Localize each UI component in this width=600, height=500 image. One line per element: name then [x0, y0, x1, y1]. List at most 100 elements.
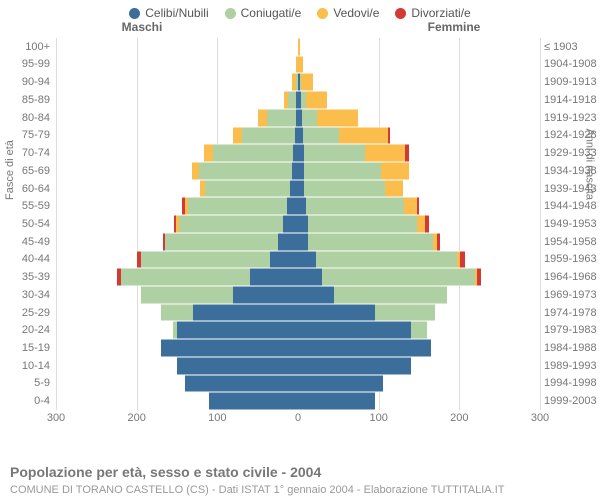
x-tick: 300	[47, 412, 65, 424]
age-row: 65-691934-1938	[56, 162, 540, 180]
segment	[417, 197, 419, 215]
birth-label: 1904-1908	[544, 58, 600, 70]
birth-label: 1909-1913	[544, 76, 600, 88]
bar-female	[298, 392, 540, 410]
heading-male: Maschi	[122, 20, 163, 34]
chart-title: Popolazione per età, sesso e stato civil…	[10, 464, 321, 480]
segment	[288, 91, 296, 109]
bar-male	[56, 304, 298, 322]
segment	[298, 197, 306, 215]
bar-female	[298, 339, 540, 357]
bar-female	[298, 304, 540, 322]
segment	[437, 233, 440, 251]
age-row: 0-41999-2003	[56, 392, 540, 410]
segment	[209, 392, 298, 410]
birth-label: 1919-1923	[544, 112, 600, 124]
segment	[177, 321, 298, 339]
segment	[290, 180, 298, 198]
age-label: 45-49	[6, 236, 50, 248]
birth-label: 1999-2003	[544, 395, 600, 407]
gender-headings: Maschi Femmine	[0, 20, 600, 34]
bar-female	[298, 215, 540, 233]
bar-male	[56, 251, 298, 269]
segment	[365, 144, 405, 162]
age-label: 30-34	[6, 289, 50, 301]
segment	[298, 304, 375, 322]
bar-female	[298, 375, 540, 393]
age-label: 95-99	[6, 58, 50, 70]
legend-item: Coniugati/e	[225, 6, 302, 20]
segment	[165, 233, 278, 251]
segment	[316, 251, 457, 269]
segment	[298, 321, 411, 339]
gridline	[540, 38, 541, 410]
segment	[298, 56, 303, 74]
segment	[278, 233, 298, 251]
bar-female	[298, 109, 540, 127]
age-label: 25-29	[6, 307, 50, 319]
bar-female	[298, 56, 540, 74]
segment	[405, 144, 408, 162]
age-row: 45-491954-1958	[56, 233, 540, 251]
bar-male	[56, 91, 298, 109]
legend-item: Divorziati/e	[395, 6, 470, 20]
x-tick: 100	[369, 412, 387, 424]
age-label: 50-54	[6, 218, 50, 230]
age-row: 90-941909-1913	[56, 73, 540, 91]
segment	[375, 304, 436, 322]
bar-female	[298, 91, 540, 109]
chart-subtitle: COMUNE DI TORANO CASTELLO (CS) - Dati IS…	[10, 484, 504, 496]
legend-swatch	[225, 8, 236, 19]
birth-label: 1979-1983	[544, 324, 600, 336]
segment	[303, 127, 339, 145]
segment	[141, 251, 270, 269]
x-tick: 300	[531, 412, 549, 424]
segment	[304, 162, 381, 180]
segment	[425, 215, 430, 233]
bar-female	[298, 144, 540, 162]
bar-female	[298, 268, 540, 286]
birth-label: 1964-1968	[544, 271, 600, 283]
bar-female	[298, 233, 540, 251]
bar-male	[56, 144, 298, 162]
x-tick: 0	[295, 412, 301, 424]
segment	[204, 144, 212, 162]
age-row: 55-591944-1948	[56, 197, 540, 215]
birth-label: 1984-1988	[544, 342, 600, 354]
age-row: 40-441959-1963	[56, 251, 540, 269]
age-label: 5-9	[6, 377, 50, 389]
legend-label: Vedovi/e	[333, 6, 379, 20]
age-label: 90-94	[6, 76, 50, 88]
bar-male	[56, 180, 298, 198]
birth-label: ≤ 1903	[544, 41, 600, 53]
bar-male	[56, 268, 298, 286]
segment	[287, 197, 298, 215]
age-row: 60-641939-1943	[56, 180, 540, 198]
segment	[306, 197, 404, 215]
age-label: 35-39	[6, 271, 50, 283]
segment	[233, 127, 243, 145]
legend-swatch	[395, 8, 406, 19]
segment	[193, 304, 298, 322]
segment	[298, 38, 300, 56]
birth-label: 1954-1958	[544, 236, 600, 248]
legend-item: Celibi/Nubili	[129, 6, 208, 20]
bar-male	[56, 56, 298, 74]
segment	[141, 286, 234, 304]
chart-rows: 0-41999-20035-91994-199810-141989-199315…	[56, 38, 540, 410]
legend-label: Celibi/Nubili	[145, 6, 208, 20]
segment	[242, 127, 294, 145]
legend-label: Coniugati/e	[241, 6, 302, 20]
segment	[258, 109, 268, 127]
segment	[188, 197, 286, 215]
segment	[267, 109, 295, 127]
bar-female	[298, 38, 540, 56]
segment	[385, 180, 403, 198]
segment	[404, 197, 417, 215]
bar-female	[298, 357, 540, 375]
heading-female: Femmine	[428, 20, 481, 34]
segment	[199, 162, 292, 180]
x-tick: 100	[208, 412, 226, 424]
segment	[308, 233, 433, 251]
bar-male	[56, 38, 298, 56]
